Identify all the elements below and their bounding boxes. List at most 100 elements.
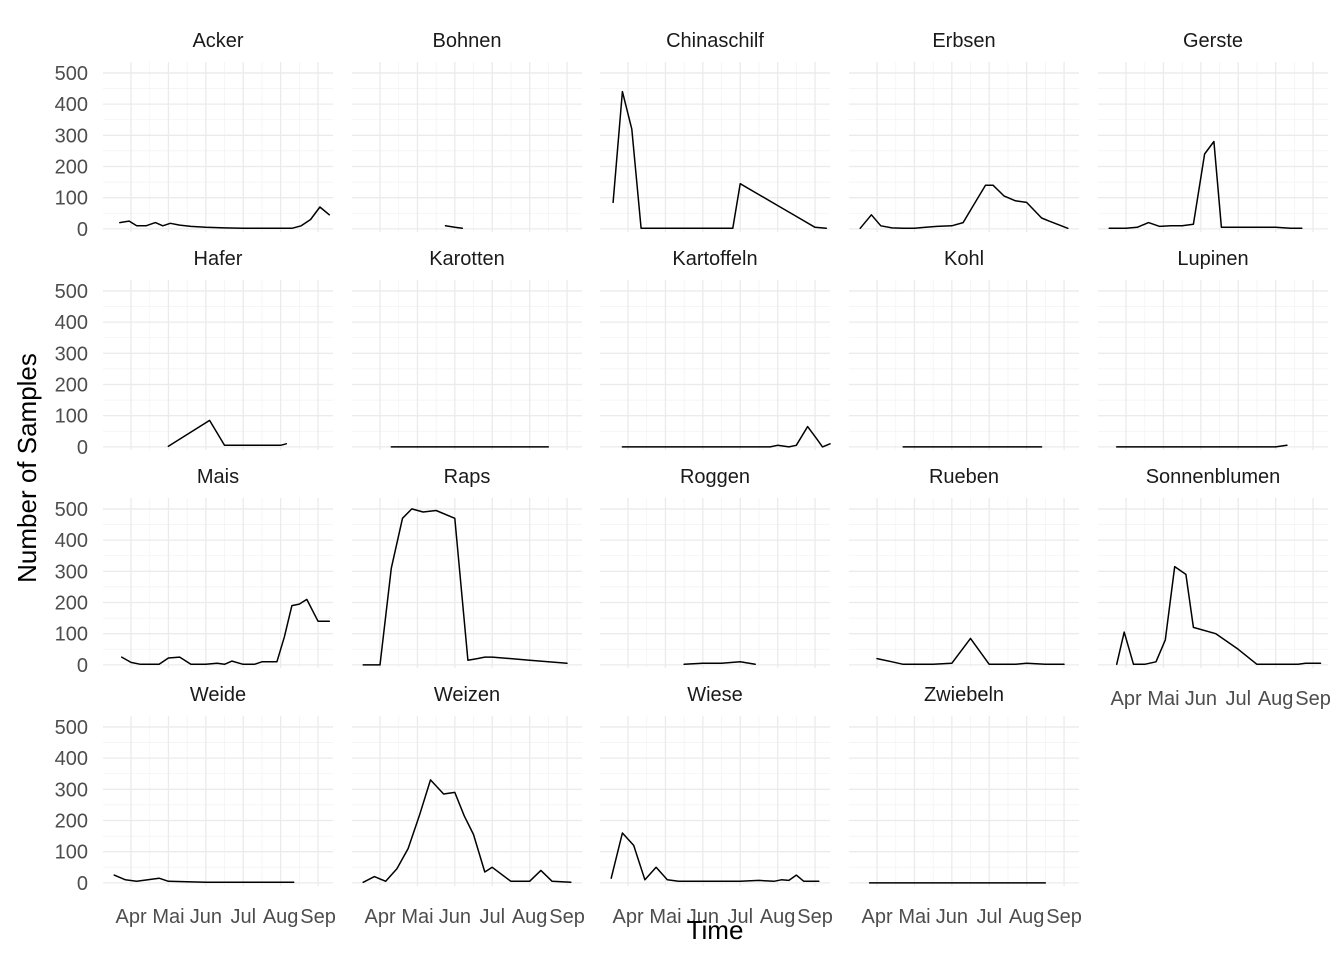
facet-title: Zwiebeln — [924, 684, 1004, 706]
x-tick-label: Apr — [1110, 688, 1141, 710]
facet-panels: Acker 0 100 200 300 400 500 Bohnen Chinaschilf Er… — [55, 30, 1331, 928]
panel-background — [103, 716, 333, 886]
y-tick-label: 500 — [55, 281, 88, 303]
y-tick-label: 300 — [55, 561, 88, 583]
panel-background — [103, 62, 333, 232]
x-tick-label: Sep — [1046, 906, 1082, 928]
panel-background — [352, 280, 582, 450]
panel-background — [600, 280, 830, 450]
panel-background — [849, 498, 1079, 668]
facet-title: Kohl — [944, 248, 984, 270]
y-tick-label: 300 — [55, 343, 88, 365]
series-line-rueben — [876, 637, 1065, 666]
facet-zwiebeln: Zwiebeln Apr Mai Jun Jul Aug Sep — [849, 684, 1082, 928]
x-tick-label: Sep — [549, 906, 585, 928]
panel-background — [352, 716, 582, 886]
facet-title: Acker — [192, 30, 243, 52]
panel-background — [1098, 280, 1328, 450]
facet-title: Wiese — [687, 684, 743, 706]
x-tick-label: Jul — [976, 906, 1002, 928]
panel-background — [849, 280, 1079, 450]
y-tick-label: 400 — [55, 312, 88, 334]
y-tick-label: 100 — [55, 624, 88, 646]
series-line-hafer — [167, 419, 288, 448]
x-tick-label: Sep — [300, 906, 336, 928]
y-tick-label: 400 — [55, 94, 88, 116]
facet-weizen: Weizen Apr Mai Jun Jul Aug Sep — [352, 684, 585, 928]
x-tick-label: Sep — [1295, 688, 1331, 710]
x-tick-label: Jun — [687, 906, 719, 928]
x-tick-label: Sep — [797, 906, 833, 928]
x-tick-label: Apr — [861, 906, 892, 928]
y-tick-label: 400 — [55, 748, 88, 770]
y-tick-label: 500 — [55, 717, 88, 739]
x-tick-label: Jul — [727, 906, 753, 928]
facet-kohl: Kohl — [849, 248, 1079, 450]
x-tick-label: Aug — [1009, 906, 1045, 928]
facet-lupinen: Lupinen — [1098, 248, 1328, 450]
x-axis-title: Time — [687, 915, 744, 945]
y-tick-label: 500 — [55, 499, 88, 521]
x-tick-label: Aug — [512, 906, 548, 928]
panel-background — [352, 62, 582, 232]
facet-bohnen: Bohnen — [352, 30, 582, 232]
series-line-mais — [120, 598, 331, 666]
x-tick-label: Mai — [152, 906, 184, 928]
series-line-roggen — [683, 661, 756, 666]
x-tick-label: Mai — [401, 906, 433, 928]
series-line-wiese — [610, 832, 820, 883]
facet-title: Hafer — [194, 248, 243, 270]
facet-mais: Mais 0 100 200 300 400 500 — [55, 466, 333, 677]
facet-title: Karotten — [429, 248, 505, 270]
panel-background — [352, 498, 582, 668]
x-tick-label: Mai — [649, 906, 681, 928]
y-tick-label: 200 — [55, 810, 88, 832]
facet-title: Roggen — [680, 466, 750, 488]
y-tick-label: 200 — [55, 592, 88, 614]
series-line-sonnenblumen — [1115, 565, 1322, 666]
y-tick-label: 100 — [55, 842, 88, 864]
y-tick-label: 100 — [55, 406, 88, 428]
y-tick-label: 300 — [55, 125, 88, 147]
x-tick-label: Apr — [115, 906, 146, 928]
y-tick-label: 300 — [55, 779, 88, 801]
x-tick-label: Mai — [1147, 688, 1179, 710]
x-tick-label: Jun — [439, 906, 471, 928]
facet-acker: Acker 0 100 200 300 400 500 — [55, 30, 333, 241]
facet-title: Lupinen — [1177, 248, 1248, 270]
y-tick-label: 400 — [55, 530, 88, 552]
y-tick-label: 200 — [55, 374, 88, 396]
facet-title: Weizen — [434, 684, 500, 706]
x-tick-label: Jun — [1185, 688, 1217, 710]
x-tick-label: Jun — [190, 906, 222, 928]
facet-wiese: Wiese Apr Mai Jun Jul Aug Sep — [600, 684, 833, 928]
facet-rueben: Rueben — [849, 466, 1079, 668]
panel-background — [849, 716, 1079, 886]
facet-title: Erbsen — [932, 30, 995, 52]
panel-background — [1098, 62, 1328, 232]
series-line-gerste — [1108, 140, 1303, 230]
facet-title: Bohnen — [433, 30, 502, 52]
x-tick-label: Aug — [760, 906, 796, 928]
series-line-chinaschilf — [612, 90, 828, 230]
x-tick-label: Aug — [1258, 688, 1294, 710]
y-tick-label: 0 — [77, 873, 88, 895]
y-tick-label: 200 — [55, 156, 88, 178]
y-tick-label: 0 — [77, 437, 88, 459]
x-tick-label: Mai — [898, 906, 930, 928]
facet-title: Weide — [190, 684, 246, 706]
series-line-bohnen — [444, 225, 464, 230]
facet-title: Rueben — [929, 466, 999, 488]
series-line-raps — [362, 508, 568, 666]
panel-background — [600, 716, 830, 886]
series-line-weizen — [362, 779, 572, 884]
facet-kartoffeln: Kartoffeln — [600, 248, 831, 450]
facet-roggen: Roggen — [600, 466, 830, 668]
series-line-acker — [119, 206, 331, 230]
panel-background — [600, 498, 830, 668]
series-line-weide — [113, 874, 295, 884]
y-tick-label: 500 — [55, 63, 88, 85]
facet-weide: Weide 0 100 200 300 400 500 Apr Mai Jun Jul Aug Sep — [55, 684, 336, 928]
facet-erbsen: Erbsen — [849, 30, 1079, 232]
